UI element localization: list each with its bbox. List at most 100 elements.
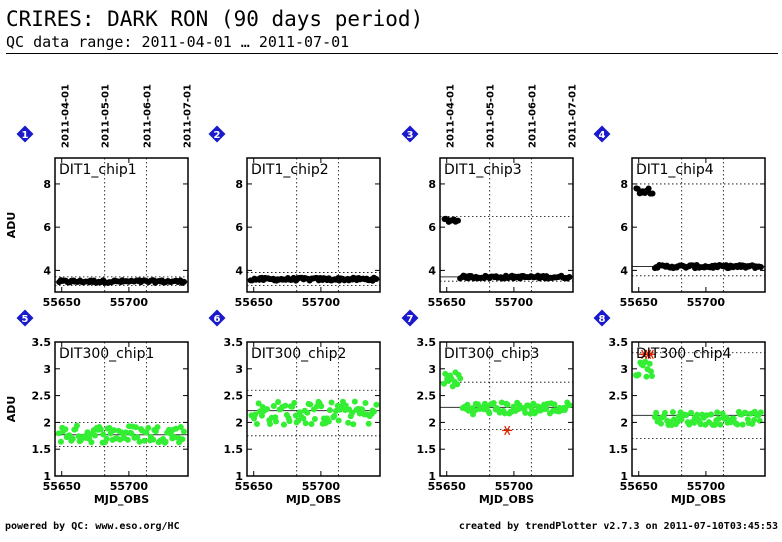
x-tick-label: 55650 xyxy=(620,480,659,493)
data-point xyxy=(258,412,265,419)
plot-frame xyxy=(631,157,766,293)
data-point xyxy=(719,410,726,417)
data-point xyxy=(717,421,724,428)
panel-index-number: 7 xyxy=(407,314,414,325)
title-divider xyxy=(6,53,778,54)
data-point xyxy=(649,190,656,197)
y-tick-label: 4 xyxy=(620,264,628,277)
data-point xyxy=(307,401,314,408)
y-tick-label: 2 xyxy=(620,416,628,429)
data-point xyxy=(708,411,715,418)
data-point xyxy=(100,431,107,438)
data-point xyxy=(714,409,721,416)
data-point xyxy=(296,409,303,416)
data-point xyxy=(280,421,287,428)
data-point xyxy=(145,424,152,431)
data-point xyxy=(180,428,187,435)
x-tick-label: 55700 xyxy=(302,296,341,309)
data-point xyxy=(311,416,318,423)
y-tick-label: 8 xyxy=(620,178,628,191)
y-tick-label: 3.5 xyxy=(417,336,437,349)
data-point xyxy=(653,409,660,416)
y-tick-label: 2.5 xyxy=(224,390,244,403)
page-title: CRIRES: DARK RON (90 days period) xyxy=(6,7,424,31)
y-tick-label: 3.5 xyxy=(224,336,244,349)
data-point xyxy=(365,420,372,427)
y-tick-label: 3 xyxy=(620,363,628,376)
panel-index-number: 8 xyxy=(599,314,606,325)
y-tick-label: 6 xyxy=(43,221,51,234)
data-point xyxy=(302,420,309,427)
data-point xyxy=(757,409,764,416)
data-point xyxy=(646,360,653,367)
y-tick-label: 4 xyxy=(43,264,51,277)
data-point xyxy=(252,411,259,418)
y-tick-label: 3.5 xyxy=(32,336,52,349)
data-point xyxy=(106,424,113,431)
chart-panel-7: 7 DIT300_chip3 1 1.5 2 2.5 3 3.5 55650 55700MJD_O… xyxy=(401,309,574,506)
x-tick-label: 55650 xyxy=(43,296,82,309)
data-point xyxy=(634,185,641,192)
date-tick-label: 2011-06-01 xyxy=(142,84,153,148)
data-point xyxy=(264,406,271,413)
chart-panel-5: 5 DIT300_chip1 1 1.5 2 2.5 3 3.5 55650 55700 ADU MJ… xyxy=(5,309,189,506)
data-point xyxy=(688,409,695,416)
y-tick-label: 6 xyxy=(235,221,243,234)
y-tick-label: 2 xyxy=(235,416,243,429)
data-point xyxy=(141,437,148,444)
y-tick-label: 2 xyxy=(428,416,436,429)
panel-index-badge xyxy=(401,309,419,327)
x-tick-label: 55700 xyxy=(110,296,149,309)
data-point xyxy=(328,399,335,406)
data-point xyxy=(154,424,161,431)
data-point xyxy=(645,185,652,192)
data-point xyxy=(57,438,64,445)
panel-index-badge xyxy=(593,309,611,327)
panel-label: DIT1_chip3 xyxy=(444,162,522,178)
data-point xyxy=(661,409,668,416)
data-point xyxy=(325,418,332,425)
data-point xyxy=(635,371,642,378)
data-point xyxy=(643,373,650,380)
y-tick-label: 3.5 xyxy=(609,336,629,349)
data-point xyxy=(543,405,550,412)
data-point xyxy=(132,424,139,431)
data-point xyxy=(150,436,157,443)
y-tick-label: 1 xyxy=(620,470,628,483)
y-tick-label: 8 xyxy=(235,178,243,191)
data-point xyxy=(177,423,184,430)
data-point xyxy=(134,434,141,441)
data-point xyxy=(275,398,282,405)
y-tick-label: 1.5 xyxy=(609,443,629,456)
data-point xyxy=(442,370,449,377)
data-point xyxy=(342,402,349,409)
page-subtitle: QC data range: 2011-04-01 … 2011-07-01 xyxy=(6,33,350,51)
panel-index-number: 4 xyxy=(599,130,606,141)
data-point xyxy=(335,417,342,424)
x-tick-label: 55700 xyxy=(495,296,534,309)
panel-index-number: 6 xyxy=(214,314,221,325)
data-point xyxy=(338,403,345,410)
data-point xyxy=(669,409,676,416)
panel-label: DIT300_chip2 xyxy=(251,346,346,362)
data-point xyxy=(351,398,358,405)
data-point xyxy=(308,421,315,428)
footer-created-by: created by trendPlotter v2.7.3 on 2011-0… xyxy=(458,521,778,532)
x-tick-label: 55700 xyxy=(495,480,534,493)
x-axis-label: MJD_OBS xyxy=(671,493,726,506)
data-point xyxy=(345,419,352,426)
y-tick-label: 1.5 xyxy=(417,443,437,456)
data-point xyxy=(362,400,369,407)
x-tick-label: 55650 xyxy=(620,296,659,309)
chart-panel-3: 3 2011-04-01 2011-05-01 2011-06-01 2011-07-0… xyxy=(401,84,579,309)
data-point xyxy=(359,406,366,413)
y-tick-label: 6 xyxy=(428,221,436,234)
data-point xyxy=(349,409,356,416)
data-point xyxy=(92,432,99,439)
y-tick-label: 6 xyxy=(620,221,628,234)
data-point xyxy=(350,421,357,428)
y-tick-label: 4 xyxy=(428,264,436,277)
panel-label: DIT1_chip2 xyxy=(251,162,329,178)
data-point xyxy=(501,410,508,417)
